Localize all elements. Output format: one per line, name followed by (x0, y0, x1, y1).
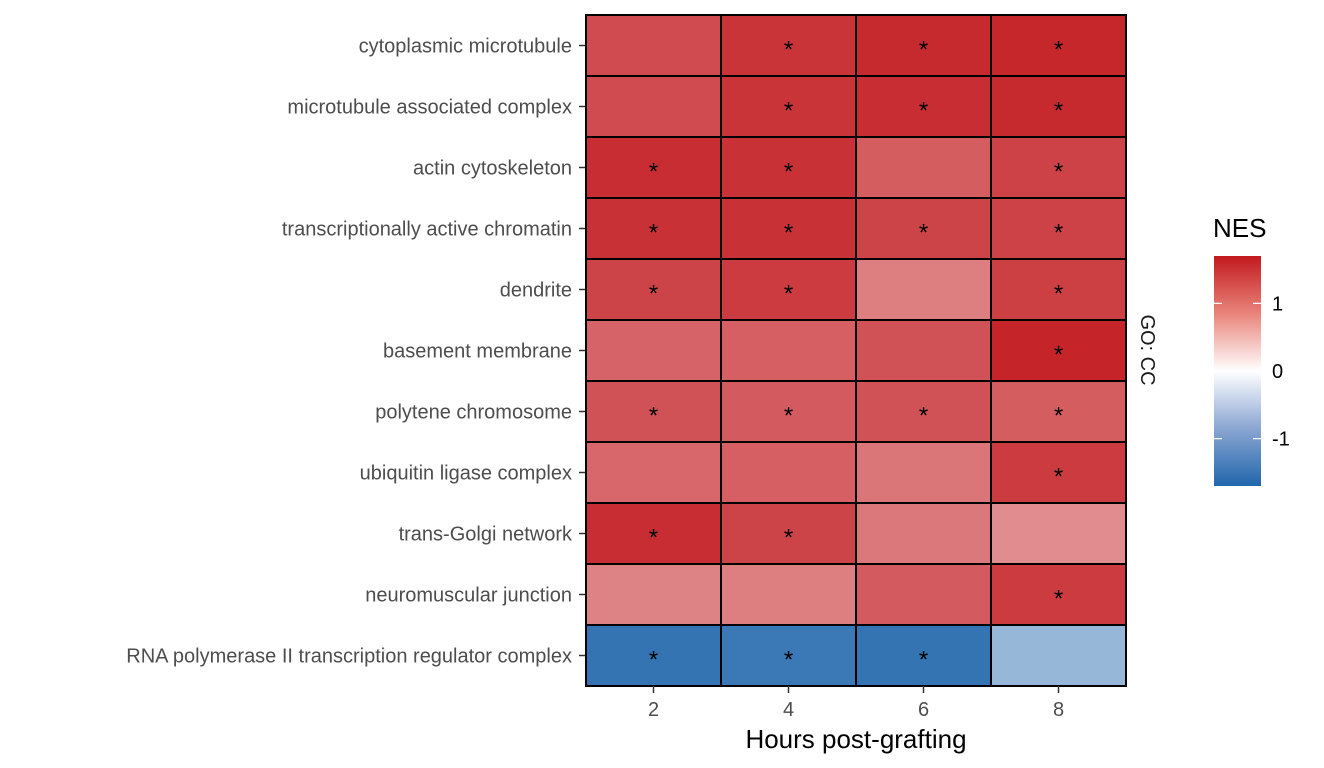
heatmap-cell (585, 441, 722, 504)
significance-mark: * (784, 98, 793, 125)
heatmap-cell (990, 197, 1127, 260)
significance-mark: * (1054, 586, 1063, 613)
significance-mark: * (1054, 159, 1063, 186)
significance-mark: * (784, 37, 793, 64)
significance-mark: * (1054, 98, 1063, 125)
heatmap-cell (855, 75, 992, 138)
x-tick-label: 6 (918, 699, 929, 721)
heatmap-cell (585, 502, 722, 565)
heatmap-cell (855, 380, 992, 443)
heatmap-cell (855, 14, 992, 77)
heatmap-cell (585, 197, 722, 260)
heatmap-cell (990, 258, 1127, 321)
significance-mark: * (784, 281, 793, 308)
y-tick-label: dendrite (500, 280, 572, 302)
significance-mark: * (649, 403, 658, 430)
heatmap-cell (720, 380, 857, 443)
heatmap-cell (720, 502, 857, 565)
significance-mark: * (649, 159, 658, 186)
heatmap-cell (855, 258, 992, 321)
significance-mark: * (649, 647, 658, 674)
y-tick-label: RNA polymerase II transcription regulato… (126, 646, 572, 668)
legend-ticks: 1 0 -1 (1214, 293, 1290, 451)
significance-mark: * (1054, 281, 1063, 308)
heatmap-cell (855, 502, 992, 565)
heatmap-cell (720, 624, 857, 687)
heatmap-cell (990, 136, 1127, 199)
significance-mark: * (1054, 403, 1063, 430)
x-tick-label: 8 (1053, 699, 1064, 721)
heatmap-cell (990, 502, 1127, 565)
x-tick-label: 4 (783, 699, 794, 721)
significance-mark: * (784, 159, 793, 186)
significance-mark: * (1054, 464, 1063, 491)
x-axis-labels: 2 4 6 8 (648, 686, 1064, 721)
heatmap-cell (585, 75, 722, 138)
heatmap-cell (720, 75, 857, 138)
y-axis-labels: cytoplasmic microtubule microtubule assoc… (126, 36, 586, 668)
significance-mark: * (1054, 37, 1063, 64)
heatmap-cell (720, 441, 857, 504)
heatmap-cell (585, 258, 722, 321)
significance-mark: * (649, 281, 658, 308)
y-tick-label: basement membrane (383, 341, 572, 363)
color-legend: NES 1 0 -1 (1213, 213, 1290, 486)
heatmap-cell (585, 319, 722, 382)
heatmap-cell (990, 441, 1127, 504)
y-tick-label: microtubule associated complex (287, 97, 572, 119)
facet-strip-label: GO: CC (1136, 314, 1158, 385)
x-tick-label: 2 (648, 699, 659, 721)
y-tick-label: trans-Golgi network (399, 524, 573, 546)
significance-mark: * (784, 220, 793, 247)
legend-title: NES (1213, 213, 1266, 243)
legend-tick-label: -1 (1272, 429, 1290, 451)
heatmap-cell (720, 197, 857, 260)
heatmap-cell (990, 75, 1127, 138)
x-axis-title: Hours post-grafting (745, 724, 966, 754)
y-tick-label: transcriptionally active chromatin (282, 219, 572, 241)
heatmap-cell (990, 14, 1127, 77)
significance-mark: * (784, 403, 793, 430)
heatmap-cell (855, 563, 992, 626)
y-tick-label: cytoplasmic microtubule (359, 36, 572, 58)
heatmap-cell (855, 441, 992, 504)
heatmap-cell (720, 14, 857, 77)
heatmap-cell (990, 380, 1127, 443)
heatmap-cell (585, 563, 722, 626)
y-tick-label: neuromuscular junction (365, 585, 572, 607)
heatmap-cell (720, 319, 857, 382)
significance-mark: * (1054, 342, 1063, 369)
significance-mark: * (919, 403, 928, 430)
significance-mark: * (1054, 220, 1063, 247)
significance-mark: * (649, 525, 658, 552)
y-tick-label: polytene chromosome (375, 402, 572, 424)
significance-mark: * (919, 647, 928, 674)
significance-mark: * (784, 647, 793, 674)
legend-tick-label: 0 (1272, 361, 1283, 383)
heatmap-cell (720, 258, 857, 321)
heatmap-cell (585, 14, 722, 77)
significance-mark: * (919, 98, 928, 125)
heatmap-cell (990, 624, 1127, 687)
heatmap-cell (855, 319, 992, 382)
heatmap-cells: * * * * * * * * * * * * * * * * * * * * * * * * * * * * (585, 14, 1127, 687)
heatmap-cell (990, 319, 1127, 382)
heatmap-cell (855, 136, 992, 199)
significance-mark: * (784, 525, 793, 552)
y-tick-label: actin cytoskeleton (413, 158, 572, 180)
y-tick-label: ubiquitin ligase complex (360, 463, 572, 485)
heatmap-cell (855, 197, 992, 260)
heatmap-cell (720, 563, 857, 626)
legend-tick-label: 1 (1272, 293, 1283, 315)
heatmap-cell (585, 136, 722, 199)
significance-mark: * (649, 220, 658, 247)
significance-mark: * (919, 37, 928, 64)
significance-mark: * (919, 220, 928, 247)
